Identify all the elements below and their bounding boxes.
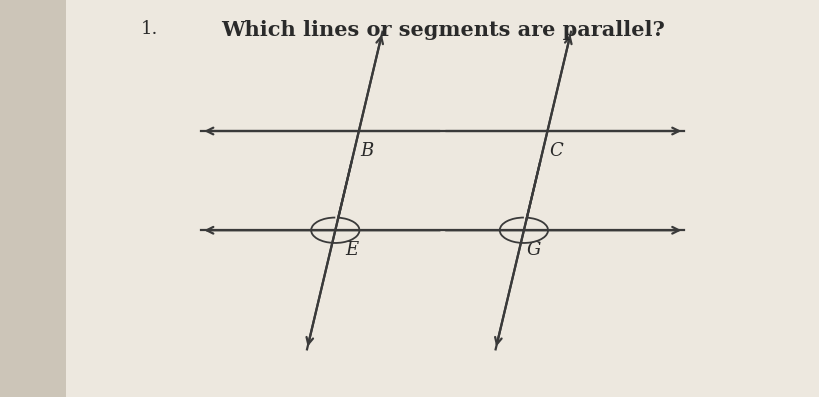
Text: Which lines or segments are parallel?: Which lines or segments are parallel? [220, 20, 664, 40]
Text: B: B [360, 142, 373, 160]
Text: 1.: 1. [141, 20, 158, 38]
Text: E: E [346, 241, 359, 259]
Text: C: C [549, 142, 562, 160]
Text: G: G [526, 241, 540, 259]
